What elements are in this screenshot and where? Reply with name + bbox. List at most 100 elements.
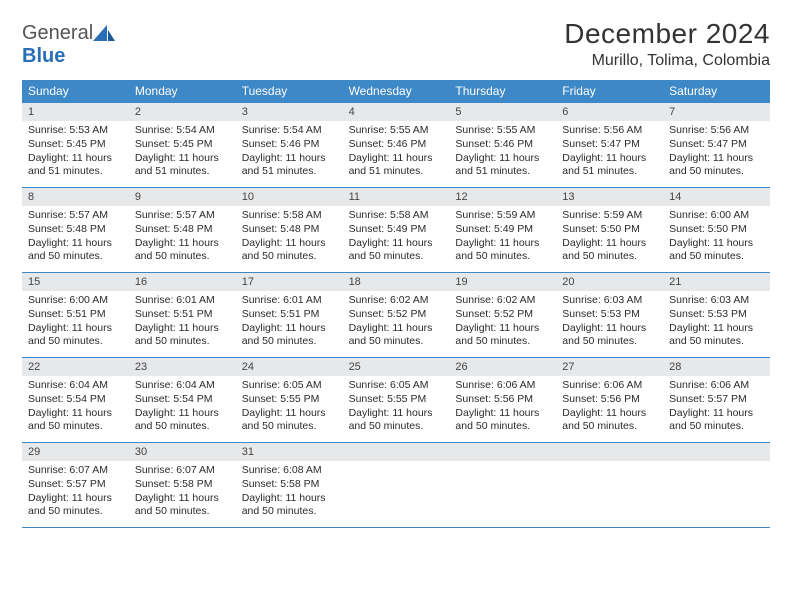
week-row: 1Sunrise: 5:53 AMSunset: 5:45 PMDaylight… (22, 102, 770, 188)
daylight-line: Daylight: 11 hours and 50 minutes. (349, 237, 444, 264)
day-number: 28 (663, 358, 770, 376)
sunset-line: Sunset: 5:45 PM (135, 138, 230, 152)
day-number: 19 (449, 273, 556, 291)
sunrise-line: Sunrise: 6:00 AM (669, 209, 764, 223)
logo-word-general: General (22, 22, 93, 44)
dow-cell: Thursday (449, 80, 556, 102)
sunrise-line: Sunrise: 6:06 AM (562, 379, 657, 393)
daylight-line: Daylight: 11 hours and 50 minutes. (28, 407, 123, 434)
sunset-line: Sunset: 5:45 PM (28, 138, 123, 152)
weeks-container: 1Sunrise: 5:53 AMSunset: 5:45 PMDaylight… (22, 102, 770, 528)
day-cell: 24Sunrise: 6:05 AMSunset: 5:55 PMDayligh… (236, 358, 343, 442)
day-cell: 13Sunrise: 5:59 AMSunset: 5:50 PMDayligh… (556, 188, 663, 272)
day-cell: 31Sunrise: 6:08 AMSunset: 5:58 PMDayligh… (236, 443, 343, 527)
month-title: December 2024 (564, 18, 770, 50)
day-body: Sunrise: 6:01 AMSunset: 5:51 PMDaylight:… (129, 294, 236, 349)
day-number (343, 443, 450, 461)
sunrise-line: Sunrise: 6:04 AM (135, 379, 230, 393)
day-cell: 8 Sunrise: 5:57 AMSunset: 5:48 PMDaylight… (22, 188, 129, 272)
sunrise-line: Sunrise: 5:59 AM (562, 209, 657, 223)
day-body: Sunrise: 6:05 AMSunset: 5:55 PMDaylight:… (236, 379, 343, 434)
daylight-line: Daylight: 11 hours and 50 minutes. (669, 407, 764, 434)
daylight-line: Daylight: 11 hours and 51 minutes. (242, 152, 337, 179)
day-number: 26 (449, 358, 556, 376)
sunset-line: Sunset: 5:57 PM (669, 393, 764, 407)
sunrise-line: Sunrise: 6:00 AM (28, 294, 123, 308)
sunrise-line: Sunrise: 5:56 AM (562, 124, 657, 138)
sunset-line: Sunset: 5:57 PM (28, 478, 123, 492)
day-cell: 14Sunrise: 6:00 AMSunset: 5:50 PMDayligh… (663, 188, 770, 272)
day-body: Sunrise: 6:04 AMSunset: 5:54 PMDaylight:… (129, 379, 236, 434)
daylight-line: Daylight: 11 hours and 50 minutes. (455, 407, 550, 434)
daylight-line: Daylight: 11 hours and 50 minutes. (669, 152, 764, 179)
sunrise-line: Sunrise: 5:57 AM (135, 209, 230, 223)
sunset-line: Sunset: 5:52 PM (455, 308, 550, 322)
sunrise-line: Sunrise: 5:58 AM (242, 209, 337, 223)
sunrise-line: Sunrise: 6:07 AM (28, 464, 123, 478)
day-number: 9 (129, 188, 236, 206)
sunrise-line: Sunrise: 6:02 AM (349, 294, 444, 308)
sunset-line: Sunset: 5:48 PM (28, 223, 123, 237)
day-cell: 25Sunrise: 6:05 AMSunset: 5:55 PMDayligh… (343, 358, 450, 442)
day-cell: 16Sunrise: 6:01 AMSunset: 5:51 PMDayligh… (129, 273, 236, 357)
day-cell: 4Sunrise: 5:55 AMSunset: 5:46 PMDaylight… (343, 103, 450, 187)
sunrise-line: Sunrise: 6:08 AM (242, 464, 337, 478)
sunrise-line: Sunrise: 6:01 AM (242, 294, 337, 308)
dow-cell: Saturday (663, 80, 770, 102)
sunset-line: Sunset: 5:52 PM (349, 308, 444, 322)
dow-cell: Monday (129, 80, 236, 102)
sunrise-line: Sunrise: 6:02 AM (455, 294, 550, 308)
sunset-line: Sunset: 5:51 PM (242, 308, 337, 322)
day-number: 20 (556, 273, 663, 291)
sunset-line: Sunset: 5:46 PM (455, 138, 550, 152)
sunrise-line: Sunrise: 6:05 AM (242, 379, 337, 393)
day-number: 11 (343, 188, 450, 206)
day-body: Sunrise: 5:58 AMSunset: 5:48 PMDaylight:… (236, 209, 343, 264)
day-body: Sunrise: 6:06 AMSunset: 5:56 PMDaylight:… (556, 379, 663, 434)
day-cell: 30Sunrise: 6:07 AMSunset: 5:58 PMDayligh… (129, 443, 236, 527)
sunset-line: Sunset: 5:53 PM (562, 308, 657, 322)
day-body: Sunrise: 6:06 AMSunset: 5:56 PMDaylight:… (449, 379, 556, 434)
sunset-line: Sunset: 5:49 PM (349, 223, 444, 237)
sunrise-line: Sunrise: 6:07 AM (135, 464, 230, 478)
sunset-line: Sunset: 5:48 PM (242, 223, 337, 237)
sunrise-line: Sunrise: 6:03 AM (669, 294, 764, 308)
logo: General Blue (22, 22, 115, 68)
sunrise-line: Sunrise: 6:04 AM (28, 379, 123, 393)
week-row: 8Sunrise: 5:57 AMSunset: 5:48 PMDaylight… (22, 188, 770, 273)
daylight-line: Daylight: 11 hours and 50 minutes. (242, 407, 337, 434)
header: General Blue December 2024 Murillo, Toli… (22, 18, 770, 70)
day-cell: 17 Sunrise: 6:01 AMSunset: 5:51 PMDayligh… (236, 273, 343, 357)
day-cell: 1Sunrise: 5:53 AMSunset: 5:45 PMDaylight… (22, 103, 129, 187)
day-body: Sunrise: 5:56 AMSunset: 5:47 PMDaylight:… (556, 124, 663, 179)
day-body: Sunrise: 6:08 AMSunset: 5:58 PMDaylight:… (236, 464, 343, 519)
sunrise-line: Sunrise: 5:57 AM (28, 209, 123, 223)
daylight-line: Daylight: 11 hours and 51 minutes. (28, 152, 123, 179)
day-body: Sunrise: 5:59 AMSunset: 5:50 PMDaylight:… (556, 209, 663, 264)
sunrise-line: Sunrise: 6:03 AM (562, 294, 657, 308)
day-number: 22 (22, 358, 129, 376)
sunrise-line: Sunrise: 5:55 AM (455, 124, 550, 138)
day-cell (343, 443, 450, 527)
day-number: 8 (22, 188, 129, 206)
daylight-line: Daylight: 11 hours and 50 minutes. (135, 407, 230, 434)
sunset-line: Sunset: 5:56 PM (562, 393, 657, 407)
day-number: 23 (129, 358, 236, 376)
day-number: 14 (663, 188, 770, 206)
day-cell: 15Sunrise: 6:00 AMSunset: 5:51 PMDayligh… (22, 273, 129, 357)
sunset-line: Sunset: 5:58 PM (242, 478, 337, 492)
daylight-line: Daylight: 11 hours and 50 minutes. (28, 237, 123, 264)
week-row: 29Sunrise: 6:07 AMSunset: 5:57 PMDayligh… (22, 443, 770, 528)
day-number: 3 (236, 103, 343, 121)
daylight-line: Daylight: 11 hours and 50 minutes. (669, 322, 764, 349)
day-cell: 28Sunrise: 6:06 AMSunset: 5:57 PMDayligh… (663, 358, 770, 442)
day-number: 17 (236, 273, 343, 291)
daylight-line: Daylight: 11 hours and 50 minutes. (242, 322, 337, 349)
sunset-line: Sunset: 5:54 PM (135, 393, 230, 407)
day-cell (556, 443, 663, 527)
sunset-line: Sunset: 5:54 PM (28, 393, 123, 407)
day-body: Sunrise: 5:54 AMSunset: 5:45 PMDaylight:… (129, 124, 236, 179)
day-body: Sunrise: 5:58 AMSunset: 5:49 PMDaylight:… (343, 209, 450, 264)
day-cell: 10Sunrise: 5:58 AMSunset: 5:48 PMDayligh… (236, 188, 343, 272)
location: Murillo, Tolima, Colombia (564, 52, 770, 70)
